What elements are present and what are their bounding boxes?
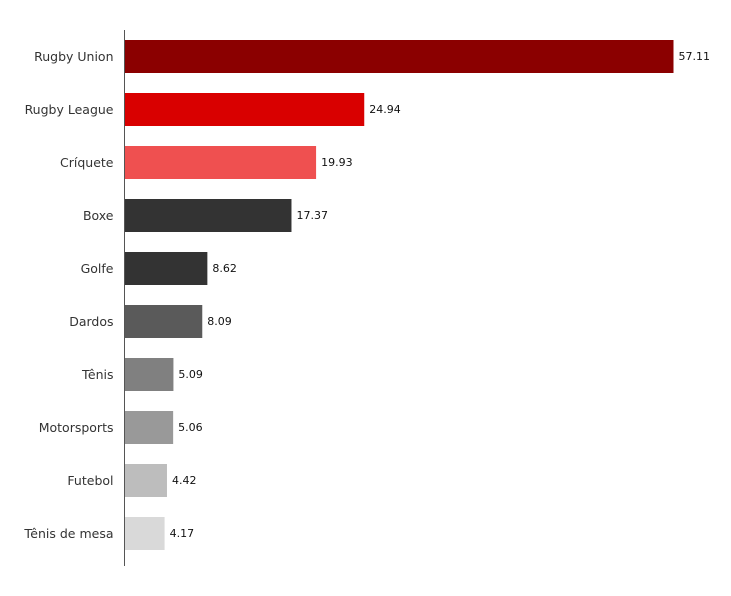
category-label-golfe: Golfe: [81, 261, 114, 276]
category-label-futebol: Futebol: [67, 473, 113, 488]
value-label-futebol: 4.42: [172, 474, 197, 487]
bar-tenis-de-mesa: [124, 517, 165, 550]
value-label-rugby-league: 24.94: [369, 103, 401, 116]
bar-golfe: [124, 252, 208, 285]
category-labels: Rugby Union Rugby League Críquete Boxe Golfe…: [23, 49, 113, 541]
value-label-dardos: 8.09: [207, 315, 232, 328]
value-label-tenis-de-mesa: 4.17: [170, 527, 195, 540]
value-label-golfe: 8.62: [212, 262, 237, 275]
category-label-criquete: Críquete: [60, 155, 114, 170]
bar-futebol: [124, 464, 167, 497]
bar-rugby-union: [124, 40, 674, 73]
value-label-boxe: 17.37: [296, 209, 328, 222]
category-label-dardos: Dardos: [69, 314, 113, 329]
category-label-rugby-league: Rugby League: [25, 102, 114, 117]
bar-rugby-league: [124, 93, 365, 126]
category-label-tenis: Tênis: [81, 367, 113, 382]
bar-dardos: [124, 305, 203, 338]
bars-layer: [124, 40, 674, 550]
category-label-rugby-union: Rugby Union: [34, 49, 113, 64]
value-label-rugby-union: 57.11: [679, 50, 711, 63]
category-label-boxe: Boxe: [83, 208, 114, 223]
value-label-motorsports: 5.06: [178, 421, 203, 434]
value-label-tenis: 5.09: [178, 368, 203, 381]
bar-tenis: [124, 358, 174, 391]
value-labels: 57.11 24.94 19.93 17.37 8.62 8.09 5.09 5.06 4.42…: [170, 50, 710, 540]
category-label-tenis-de-mesa: Tênis de mesa: [23, 526, 113, 541]
bar-boxe: [124, 199, 292, 232]
category-label-motorsports: Motorsports: [39, 420, 114, 435]
bar-criquete: [124, 146, 317, 179]
value-label-criquete: 19.93: [321, 156, 353, 169]
bar-motorsports: [124, 411, 174, 444]
